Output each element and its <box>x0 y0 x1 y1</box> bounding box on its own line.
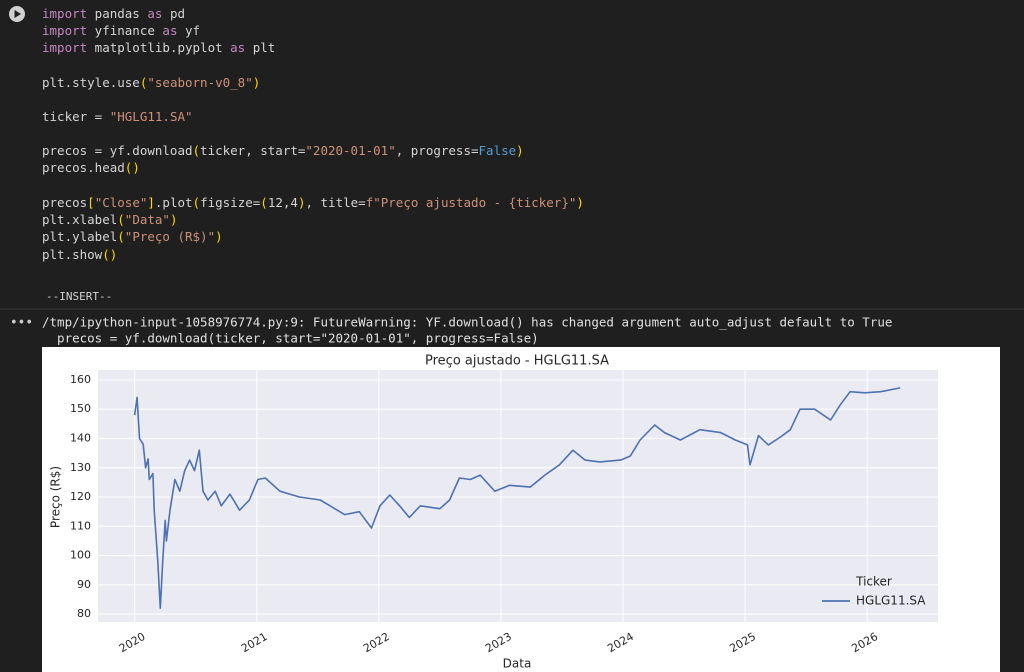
plot-area <box>98 370 938 622</box>
code-line: precos["Close"].plot(figsize=(12,4), tit… <box>42 195 584 210</box>
y-tick-label: 160 <box>70 373 91 386</box>
code-line: import pandas as pd <box>42 6 185 21</box>
y-tick-label: 140 <box>70 431 91 444</box>
code-line: precos.head() <box>42 160 140 175</box>
code-line: plt.show() <box>42 247 117 262</box>
y-tick-label: 150 <box>70 402 91 415</box>
output-menu[interactable]: ••• <box>10 316 33 331</box>
editor-mode: --INSERT-- <box>46 290 112 303</box>
y-tick-label: 80 <box>77 607 91 620</box>
code-line: ticker = "HGLG11.SA" <box>42 109 193 124</box>
chart-title: Preço ajustado - HGLG11.SA <box>425 354 609 369</box>
code-line: import matplotlib.pyplot as plt <box>42 40 275 55</box>
y-tick-label: 90 <box>77 578 91 591</box>
price-line <box>133 387 901 609</box>
warning-line: precos = yf.download(ticker, start="2020… <box>42 331 539 346</box>
y-tick-label: 110 <box>70 519 91 532</box>
run-icon <box>14 10 21 18</box>
code-line: plt.ylabel("Preço (R$)") <box>42 229 223 244</box>
code-line: import yfinance as yf <box>42 23 200 38</box>
legend-title: Ticker <box>855 575 892 589</box>
legend-label: HGLG11.SA <box>856 594 926 608</box>
code-line: plt.style.use("seaborn-v0_8") <box>42 75 260 90</box>
y-tick-label: 130 <box>70 461 91 474</box>
y-tick-label: 120 <box>70 490 91 503</box>
x-axis-label: Data <box>503 657 532 671</box>
y-axis-label: Preço (R$) <box>49 466 63 528</box>
code-line: precos = yf.download(ticker, start="2020… <box>42 143 524 158</box>
y-tick-label: 100 <box>70 549 91 562</box>
code-line: plt.xlabel("Data") <box>42 212 177 227</box>
warning-line: /tmp/ipython-input-1058976774.py:9: Futu… <box>42 315 892 330</box>
